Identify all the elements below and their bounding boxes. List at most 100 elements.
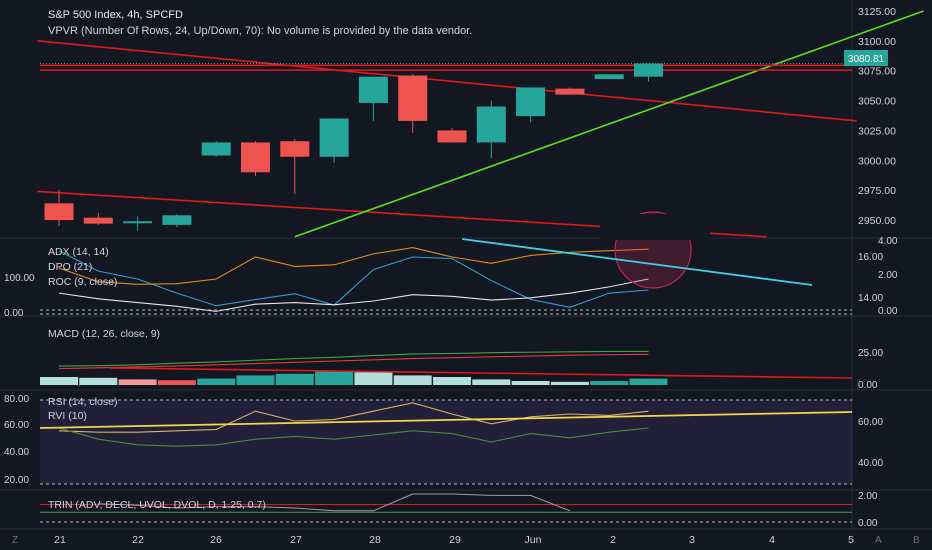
timezone-marker: Z [12, 535, 18, 546]
time-tick-label: Jun [525, 534, 542, 546]
series-line-2 [58, 278, 649, 312]
legend-trin: TRIN (ADV, DECL, UVOL, DVOL, D, 1.25, 0.… [48, 499, 266, 511]
candle-down [437, 130, 467, 143]
last-price-label: 3080.81 [844, 50, 888, 66]
macd-histogram-bar [354, 372, 393, 385]
series-line-0 [58, 250, 649, 308]
candle-up [516, 87, 546, 117]
macd-tick: 0.00 [858, 380, 878, 391]
vpvr-note: VPVR (Number Of Rows, 24, Up/Down, 70): … [48, 25, 472, 37]
rsi-left-tick: 80.00 [4, 394, 29, 405]
chart-title: S&P 500 Index, 4h, SPCFD [48, 9, 183, 21]
candle-down [280, 141, 310, 157]
price-tick-label: 3125.00 [858, 6, 896, 18]
price-tick-label: 3025.00 [858, 125, 896, 137]
legend-dpo: DPO (21) [48, 261, 92, 273]
macd-histogram-bar [472, 379, 511, 385]
time-axis[interactable]: 21 22 26 27 28 29 Jun 2 3 4 5 Z A B [12, 534, 920, 546]
candle-up [634, 63, 663, 77]
candle-up [319, 118, 349, 157]
macd-histogram-bar [393, 375, 432, 385]
trendline-cyan [461, 238, 813, 286]
trin-pane[interactable]: 2.00 0.00 TRIN (ADV, DECL, UVOL, DVOL, D,… [40, 491, 878, 529]
adx-right-tick: 4.00 [878, 236, 898, 247]
auto-scale-button: A [875, 535, 882, 546]
trendline-green [294, 10, 924, 238]
adx-left-tick: 100.00 [4, 273, 35, 284]
series-line-1 [58, 247, 649, 285]
adx-right-tick: 14.00 [858, 293, 883, 304]
trin-line [98, 493, 571, 512]
macd-histogram-bar [197, 378, 236, 385]
trendline-red [37, 40, 857, 122]
macd-histogram-bar [550, 381, 589, 385]
legend-rvi: RVI (10) [48, 410, 87, 422]
macd-histogram-bar [275, 373, 314, 385]
price-tick-label: 3100.00 [858, 36, 896, 48]
trin-tick: 2.00 [858, 491, 878, 502]
macd-histogram-bar [157, 380, 196, 385]
time-tick-label: 28 [369, 534, 381, 546]
candle-down [398, 75, 428, 121]
rsi-right-tick: 40.00 [858, 458, 883, 469]
rsi-pane[interactable]: 80.00 60.00 40.00 20.00 60.00 40.00 RSI (14, … [4, 394, 883, 486]
macd-tick: 25.00 [858, 348, 883, 359]
time-tick-label: 27 [290, 534, 302, 546]
macd-histogram-bar [590, 381, 629, 385]
macd-histogram-bar [40, 377, 78, 385]
rsi-left-tick: 20.00 [4, 475, 29, 486]
macd-histogram-bar [236, 375, 275, 385]
adx-right-tick: 2.00 [878, 270, 898, 281]
macd-histogram-bar [79, 377, 118, 385]
candle-down [555, 88, 585, 95]
candle-up [162, 215, 192, 225]
time-tick-label: 4 [769, 534, 775, 546]
macd-pane[interactable]: 25.00 0.00 MACD (12, 26, close, 9) [40, 328, 883, 391]
last-price-value: 3080.81 [848, 54, 885, 65]
back-button: B [913, 535, 920, 546]
candle-up [594, 74, 624, 80]
adx-pane[interactable]: 100.00 0.00 4.00 2.00 0.00 16.00 14.00 ADX (14… [4, 211, 898, 319]
time-tick-label: 21 [54, 534, 66, 546]
time-tick-label: 5 [848, 534, 854, 546]
legend-roc: ROC (9, close) [48, 276, 117, 288]
candle-down [241, 142, 270, 173]
time-tick-label: 26 [210, 534, 222, 546]
time-tick-label: 29 [449, 534, 461, 546]
candle-up [358, 76, 388, 103]
time-tick-label: 2 [610, 534, 616, 546]
price-tick-label: 3050.00 [858, 96, 896, 108]
macd-line-1 [58, 353, 649, 370]
legend-rsi: RSI (14, close) [48, 396, 117, 408]
price-tick-label: 3000.00 [858, 155, 896, 167]
circle-mask [600, 214, 710, 240]
price-tick-label: 2950.00 [858, 215, 896, 227]
rsi-line-0 [58, 402, 649, 433]
adx-right-tick: 16.00 [858, 252, 883, 263]
trin-tick: 0.00 [858, 518, 878, 529]
legend-adx: ADX (14, 14) [48, 246, 109, 258]
macd-trendline [109, 367, 853, 379]
rsi-trendline [39, 411, 853, 429]
candle-down [44, 203, 74, 221]
legend-macd: MACD (12, 26, close, 9) [48, 328, 160, 340]
macd-histogram-bar [511, 381, 550, 385]
rsi-left-tick: 60.00 [4, 420, 29, 431]
macd-histogram-bar [315, 370, 354, 385]
price-tick-label: 2975.00 [858, 185, 896, 197]
macd-histogram-bar [433, 377, 471, 385]
macd-line-0 [58, 350, 649, 367]
price-tick-label: 3075.00 [858, 66, 896, 78]
adx-right-tick: 0.00 [878, 306, 898, 317]
macd-histogram-bar [118, 379, 157, 385]
rsi-right-tick: 60.00 [858, 417, 883, 428]
rsi-line-1 [58, 427, 649, 447]
candle-up [476, 106, 506, 143]
adx-left-tick: 0.00 [4, 308, 24, 319]
candle-up [201, 142, 231, 156]
time-tick-label: 22 [132, 534, 144, 546]
macd-histogram-bar [629, 378, 668, 385]
candle-down [83, 217, 113, 224]
